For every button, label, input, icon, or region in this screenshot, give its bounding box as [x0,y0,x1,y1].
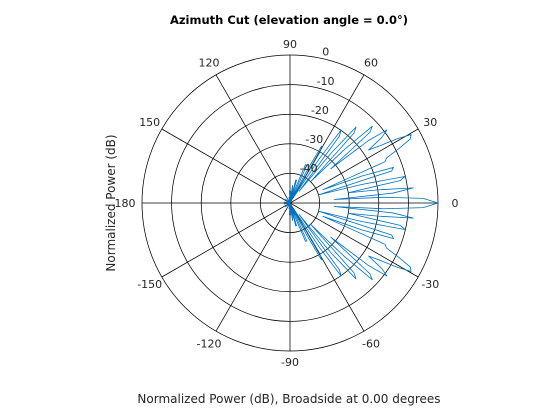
radial-tick-label: 0 [322,46,329,59]
angle-tick-label: -30 [421,278,439,291]
y-axis-label: Normalized Power (dB) [104,134,118,271]
trace-layer [283,125,439,281]
angle-tick-label: -60 [362,337,380,350]
angle-tick-label: 180 [115,197,136,210]
x-axis-label: Normalized Power (dB), Broadside at 0.00… [137,392,440,406]
radial-tick-label: -10 [317,75,335,88]
angle-tick-label: 60 [364,57,378,70]
radial-tick-label: -40 [300,162,318,175]
radial-tick-label: -20 [311,104,329,117]
angle-tick-label: 90 [283,38,297,51]
angle-tick-label: 0 [452,197,459,210]
angle-tick-label: -120 [197,337,222,350]
angle-tick-labels: 0 30 60 90 120 150 180 -150 -120 -90 -60 -30 [115,38,459,369]
radial-tick-label: -30 [305,133,323,146]
radial-tick-labels: 0 -10 -20 -30 -40 [300,46,335,175]
angle-tick-label: -150 [137,278,162,291]
chart-title: Azimuth Cut (elevation angle = 0.0°) [170,13,408,27]
angle-tick-label: -90 [281,356,299,369]
series-trace-1 [283,125,439,281]
angle-tick-label: 150 [139,116,160,129]
angle-tick-label: 120 [199,57,220,70]
angle-tick-label: 30 [423,116,437,129]
